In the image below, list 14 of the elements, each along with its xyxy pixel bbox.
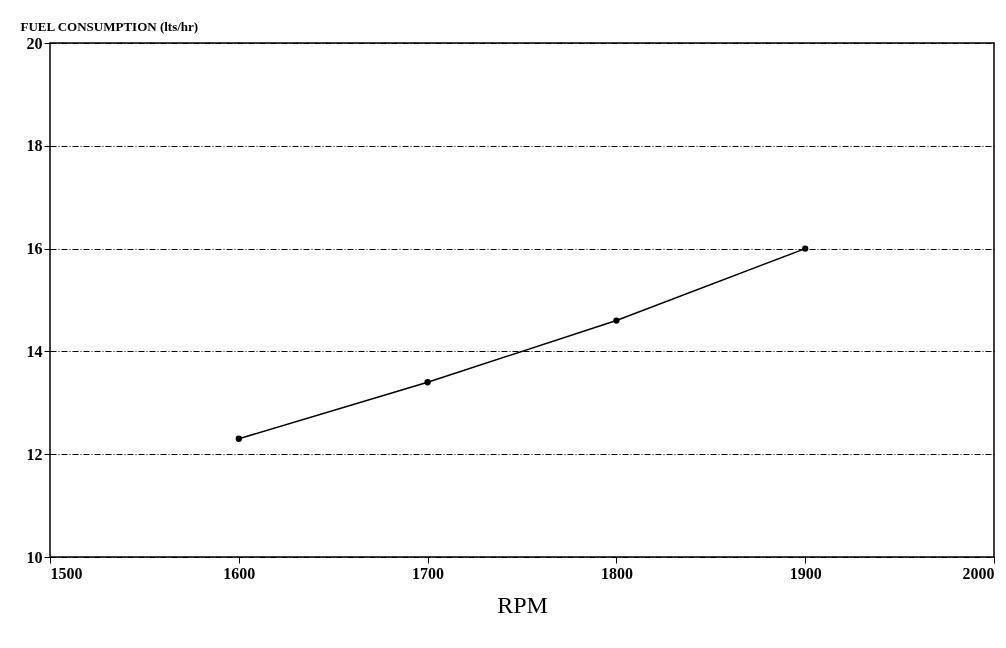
x-tick-label: 2000 — [962, 564, 995, 582]
x-tick-label: 1600 — [223, 564, 256, 582]
x-tick-label: 1500 — [50, 564, 83, 582]
x-axis-title: RPM — [497, 591, 548, 618]
x-tick-label: 1900 — [789, 564, 822, 582]
y-tick-label: 20 — [26, 34, 43, 52]
y-tick-label: 14 — [26, 342, 43, 360]
y-tick-label: 12 — [26, 445, 43, 463]
y-tick-label: 18 — [26, 137, 43, 155]
y-axis-title: FUEL CONSUMPTION (lts/hr) — [20, 18, 199, 34]
x-tick-label: 1800 — [600, 564, 633, 582]
y-tick-label: 16 — [26, 240, 43, 258]
y-tick-label: 10 — [26, 548, 43, 566]
x-tick-label: 1700 — [412, 564, 445, 582]
